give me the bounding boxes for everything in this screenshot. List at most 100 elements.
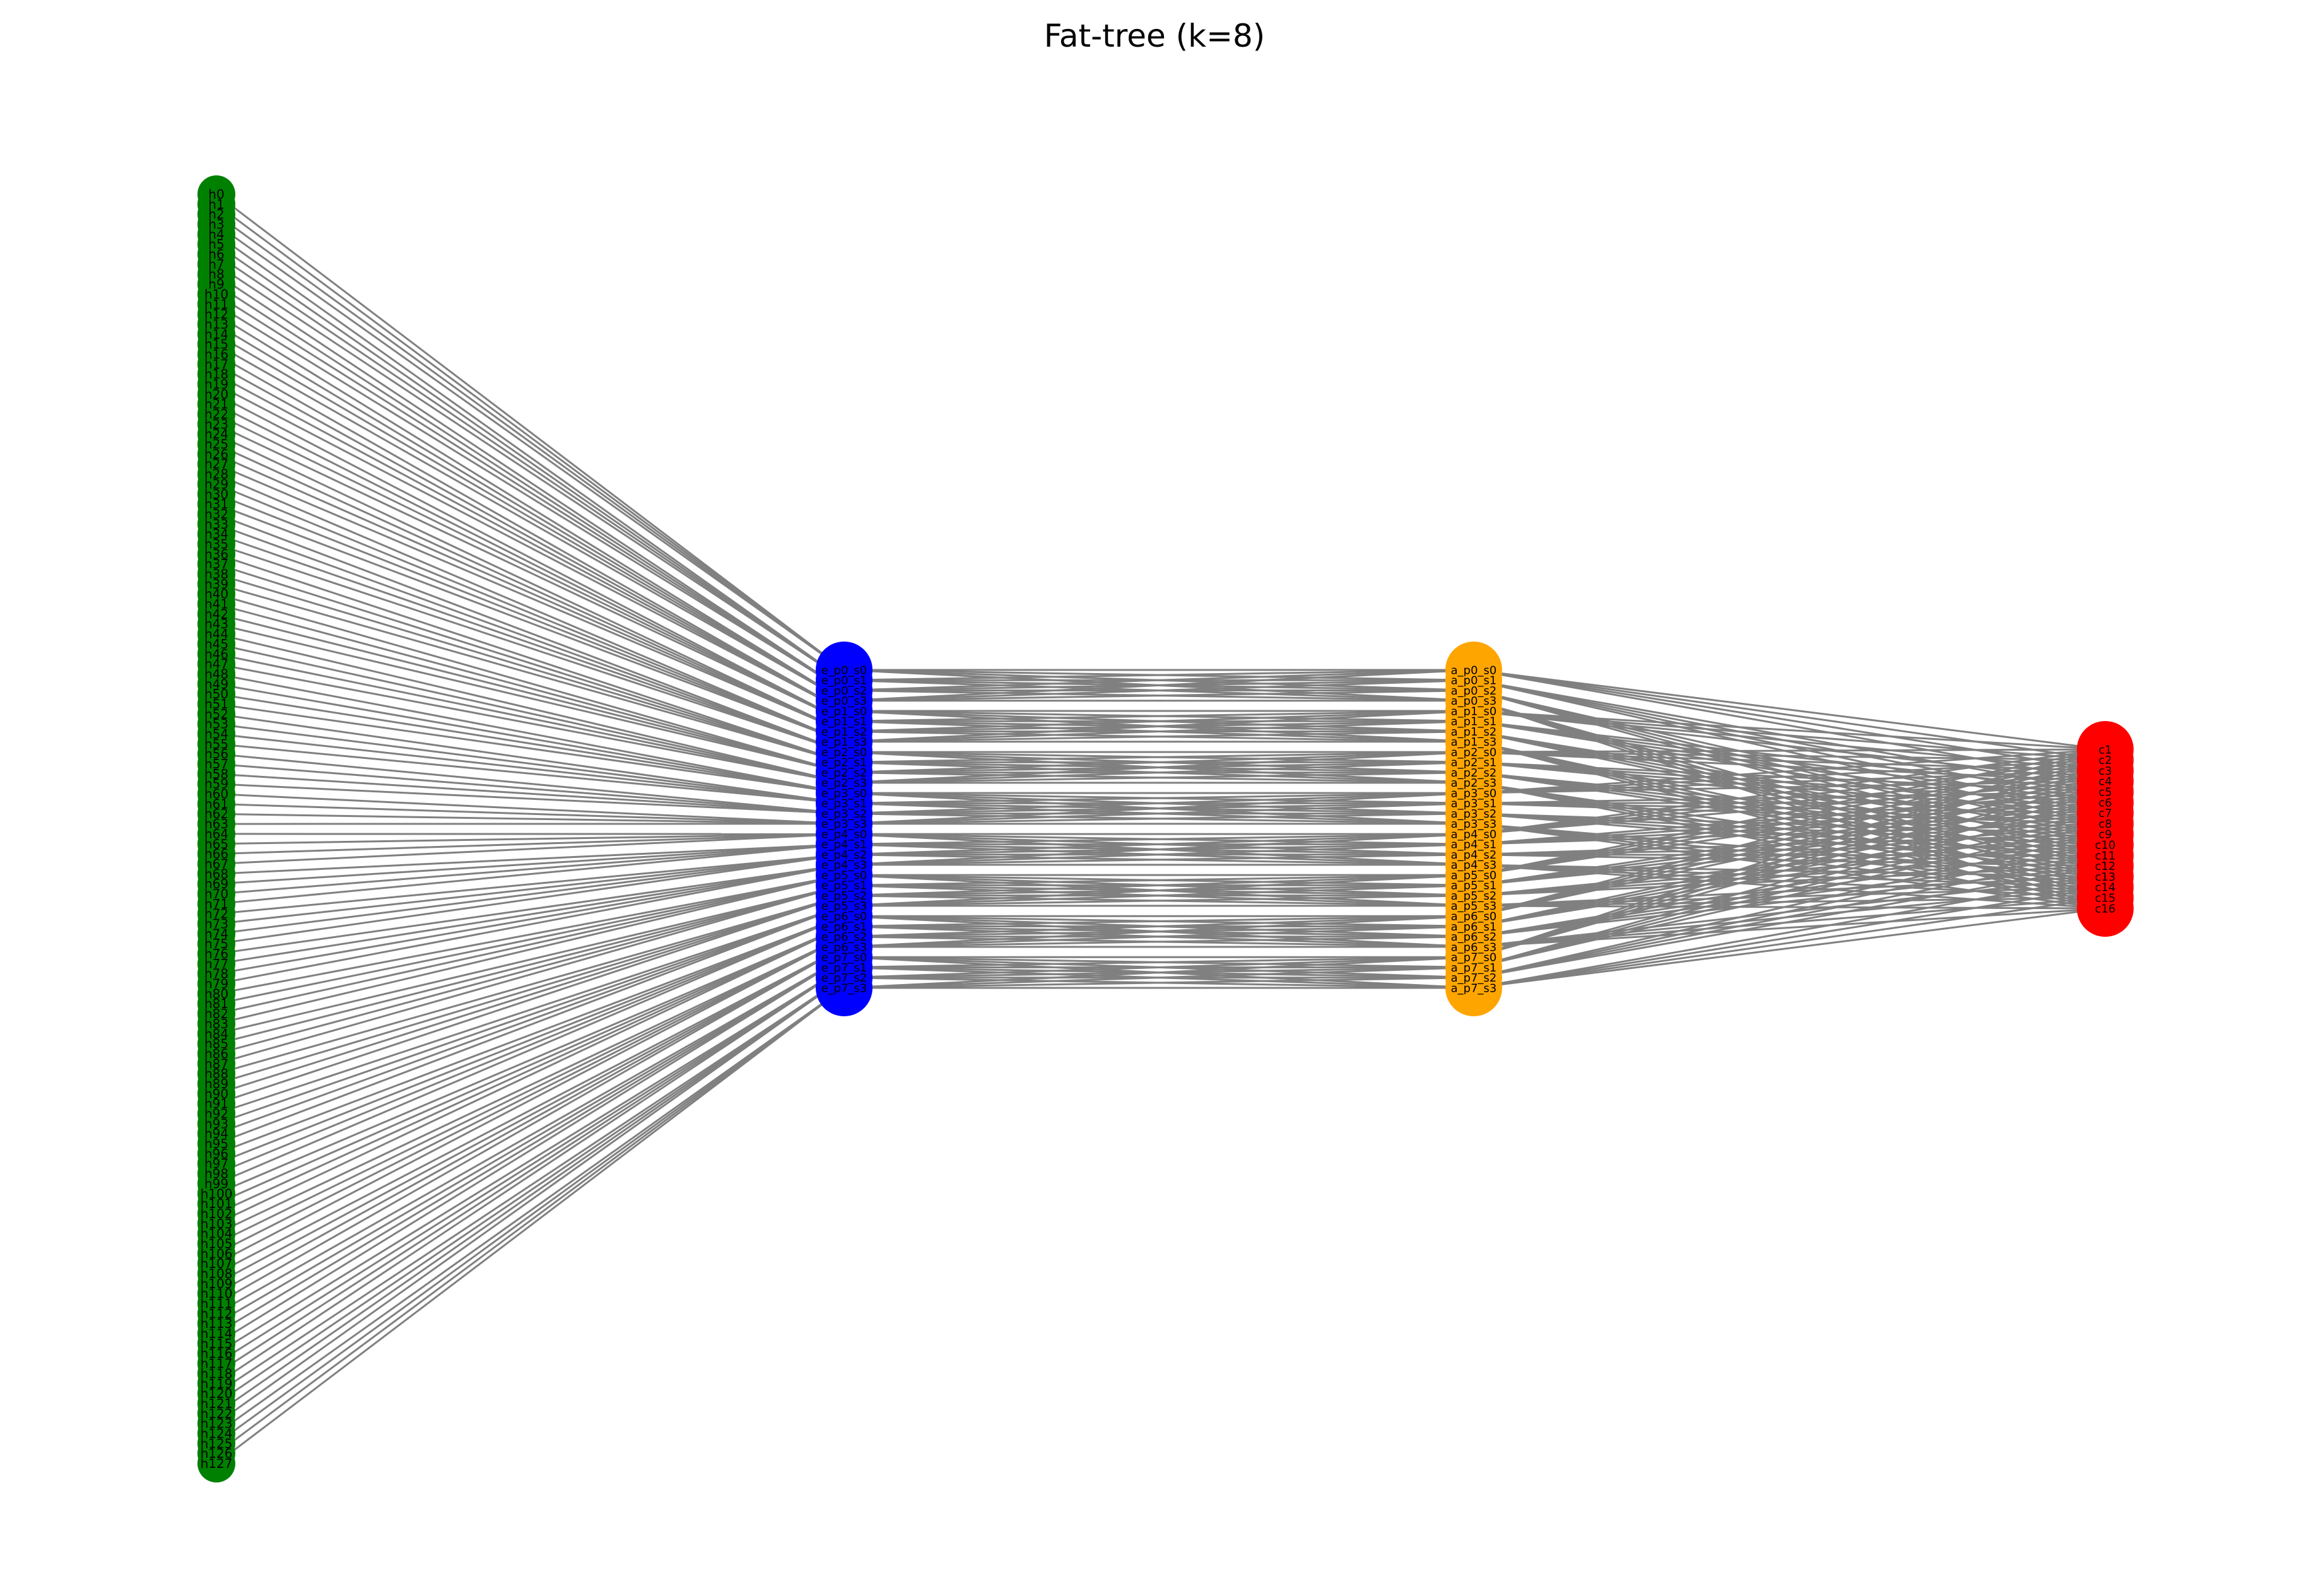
host-edge-link [216, 672, 845, 794]
host-label: h29 [204, 476, 228, 491]
host-edge-link [216, 936, 845, 1245]
host-edge-link [216, 763, 845, 815]
host-edge-link [216, 323, 845, 702]
host-edge-link [216, 915, 845, 1155]
host-edge-link [216, 193, 845, 671]
aggregation-switch-label: a_p5_s3 [1451, 900, 1497, 913]
host-label: h13 [204, 317, 228, 332]
host-edge-link [216, 293, 845, 691]
host-edge-link [216, 905, 845, 1125]
host-label: h60 [204, 787, 228, 802]
host-edge-link [216, 874, 845, 1015]
edge-switch-node [816, 959, 872, 1016]
host-edge-link [216, 915, 845, 1175]
core-switch-label: c8 [2098, 818, 2112, 831]
host-edge-link [216, 733, 845, 804]
aggregation-switch-label: a_p5_s0 [1451, 869, 1497, 882]
host-label: h88 [204, 1066, 228, 1081]
host-label: h86 [204, 1046, 228, 1061]
host-edge-link [216, 843, 845, 885]
edge-switch-label: e_p0_s1 [821, 674, 867, 688]
host-edge-link [216, 403, 845, 722]
host-edge-link [216, 793, 845, 825]
aggregation-core-link [1473, 770, 2106, 835]
aggregation-core-link [1473, 790, 2106, 968]
host-edge-link [216, 303, 845, 691]
host-edge-link [216, 703, 845, 794]
core-switch-label: c3 [2098, 765, 2112, 778]
host-edge-link [216, 253, 845, 681]
host-edge-link [216, 977, 845, 1415]
aggregation-core-link [1473, 748, 2106, 794]
host-label: h37 [204, 556, 228, 572]
host-edge-link [216, 713, 845, 804]
edge-aggregation-link [843, 669, 1474, 681]
aggregation-switch-label: a_p6_s3 [1451, 941, 1497, 954]
aggregation-core-link [1473, 886, 2106, 989]
host-label: h119 [201, 1376, 233, 1391]
host-edge-link [216, 895, 845, 1085]
host-edge-link [216, 543, 845, 753]
edge-aggregation-link [843, 802, 1474, 825]
host-edge-link [216, 443, 845, 732]
host-edge-link [216, 453, 845, 732]
aggregation-core-link [1473, 823, 2106, 845]
edge-aggregation-link [843, 854, 1474, 866]
nodes-group [197, 175, 2134, 1482]
host-edge-link [216, 884, 845, 1045]
host-label: h120 [201, 1386, 233, 1401]
host-edge-link [216, 874, 845, 995]
host-label: h62 [204, 806, 228, 821]
host-edge-link [216, 623, 845, 774]
edge-aggregation-link [843, 925, 1474, 948]
host-label: h116 [201, 1346, 233, 1361]
host-label: h1 [208, 197, 224, 212]
host-label: h73 [204, 917, 228, 932]
edge-aggregation-link [843, 710, 1474, 722]
host-label: h26 [204, 447, 228, 462]
edge-aggregation-link [843, 813, 1474, 825]
aggregation-switch-label: a_p3_s1 [1451, 797, 1497, 811]
host-label: h47 [204, 657, 228, 672]
host-edge-link [216, 946, 845, 1305]
edge-switch-label: e_p7_s2 [821, 971, 867, 985]
aggregation-switch-label: a_p2_s2 [1451, 766, 1497, 780]
host-edge-link [216, 343, 845, 702]
host-label: h52 [204, 707, 228, 722]
edge-aggregation-link [843, 936, 1474, 948]
aggregation-core-link [1473, 748, 2106, 917]
core-switch-label: c1 [2098, 743, 2112, 756]
host-label: h106 [201, 1246, 233, 1261]
host-label: h44 [204, 626, 228, 642]
host-edge-link [216, 833, 845, 855]
host-edge-link [216, 203, 845, 671]
aggregation-core-link [1473, 780, 2106, 876]
edge-switch-label: e_p7_s1 [821, 961, 867, 975]
aggregation-core-link [1473, 780, 2106, 835]
aggregation-switch-label: a_p4_s2 [1451, 848, 1497, 862]
aggregation-core-link [1473, 770, 2106, 794]
edge-aggregation-link [843, 956, 1474, 979]
host-label: h36 [204, 546, 228, 561]
edge-switch-label: e_p4_s1 [821, 838, 867, 852]
host-edge-link [216, 742, 845, 804]
host-edge-link [216, 433, 845, 732]
edge-aggregation-link [843, 874, 1474, 907]
host-edge-link [216, 895, 845, 1095]
aggregation-switch-label: a_p6_s2 [1451, 930, 1497, 944]
host-label: h123 [201, 1416, 233, 1431]
edge-aggregation-link [843, 833, 1474, 856]
host-edge-link [216, 603, 845, 774]
host-label: h27 [204, 457, 228, 472]
host-label: h17 [204, 356, 228, 372]
host-label: h79 [204, 977, 228, 992]
aggregation-core-link [1473, 759, 2106, 876]
host-label: h127 [201, 1456, 233, 1471]
edge-aggregation-link [843, 792, 1474, 825]
edge-aggregation-link [843, 751, 1474, 774]
aggregation-switch-label: a_p0_s1 [1451, 674, 1497, 688]
edge-switch-label: e_p3_s0 [821, 787, 867, 800]
host-edge-link [216, 905, 845, 1145]
